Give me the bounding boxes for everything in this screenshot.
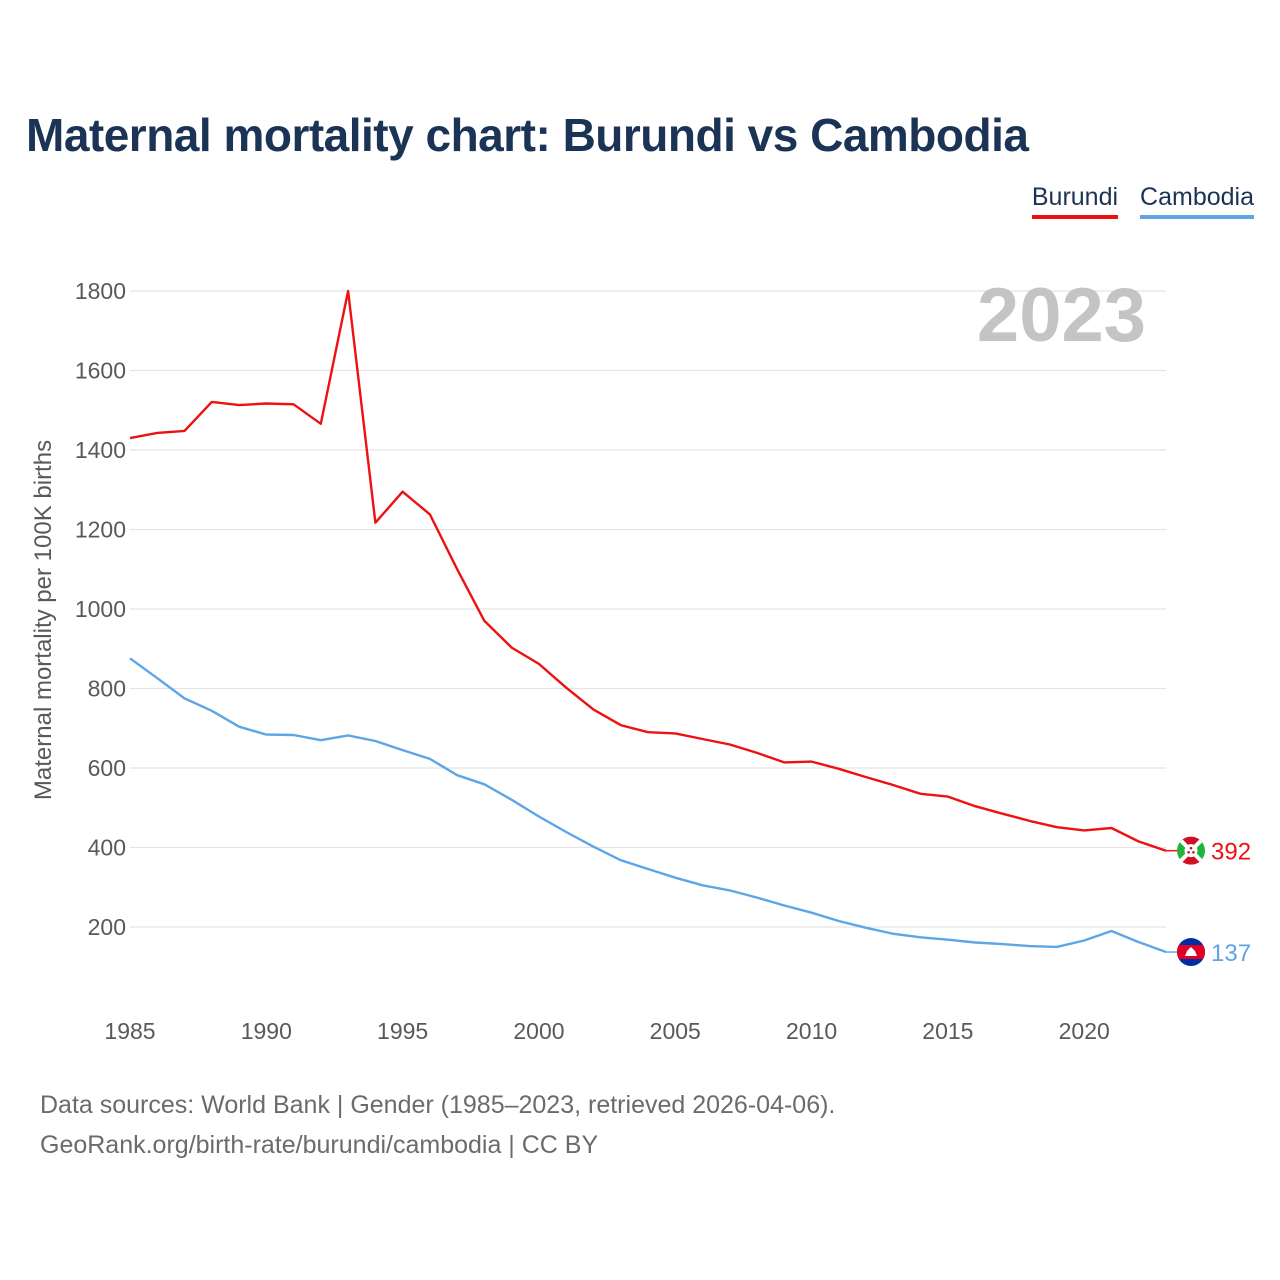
x-tick-label: 2020: [1059, 1018, 1110, 1044]
end-value-cambodia: 137: [1211, 940, 1251, 967]
y-tick-label: 1400: [75, 437, 126, 463]
x-tick-label: 1995: [377, 1018, 428, 1044]
x-axis-ticks: 1985 1990 1995 2000 2005 2010 2015 2020: [104, 1018, 1109, 1044]
source-note: Data sources: World Bank | Gender (1985–…: [40, 1085, 835, 1165]
y-tick-label: 600: [88, 755, 126, 781]
x-tick-label: 2010: [786, 1018, 837, 1044]
y-tick-label: 200: [88, 914, 126, 940]
year-watermark: 2023: [977, 273, 1146, 358]
series-lines: [129, 289, 1167, 954]
source-line-1: Data sources: World Bank | Gender (1985–…: [40, 1091, 836, 1119]
chart-title: Maternal mortality chart: Burundi vs Cam…: [26, 109, 1029, 161]
x-tick-label: 2000: [513, 1018, 564, 1044]
source-line-2[interactable]: GeoRank.org/birth-rate/burundi/cambodia …: [40, 1131, 599, 1159]
y-tick-label: 1000: [75, 596, 126, 622]
cambodia-flag-icon: [1177, 938, 1205, 967]
legend: Burundi Cambodia: [1031, 183, 1254, 219]
series-line-burundi[interactable]: [129, 289, 1167, 852]
grid-lines: [130, 290, 1166, 928]
y-axis-label: Maternal mortality per 100K births: [30, 440, 57, 800]
y-tick-label: 800: [88, 676, 126, 702]
x-tick-label: 2005: [650, 1018, 701, 1044]
legend-item-cambodia[interactable]: Cambodia: [1140, 183, 1254, 219]
line-chart: 200 400 600 800 1000 1200 1400 1600 1800 1985 199…: [30, 273, 1251, 1044]
y-tick-label: 1800: [75, 278, 126, 304]
end-value-burundi: 392: [1211, 839, 1251, 866]
y-tick-label: 1600: [75, 358, 126, 384]
series-line-cambodia[interactable]: [129, 657, 1167, 954]
y-tick-label: 1200: [75, 517, 126, 543]
x-tick-label: 2015: [922, 1018, 973, 1044]
legend-item-burundi[interactable]: Burundi: [1031, 183, 1119, 219]
end-markers: 392 137: [1166, 836, 1251, 967]
y-axis-ticks: 200 400 600 800 1000 1200 1400 1600 1800: [75, 278, 126, 940]
x-tick-label: 1985: [104, 1018, 155, 1044]
y-tick-label: 400: [88, 835, 126, 861]
x-tick-label: 1990: [241, 1018, 292, 1044]
burundi-flag-icon: [1177, 836, 1205, 865]
